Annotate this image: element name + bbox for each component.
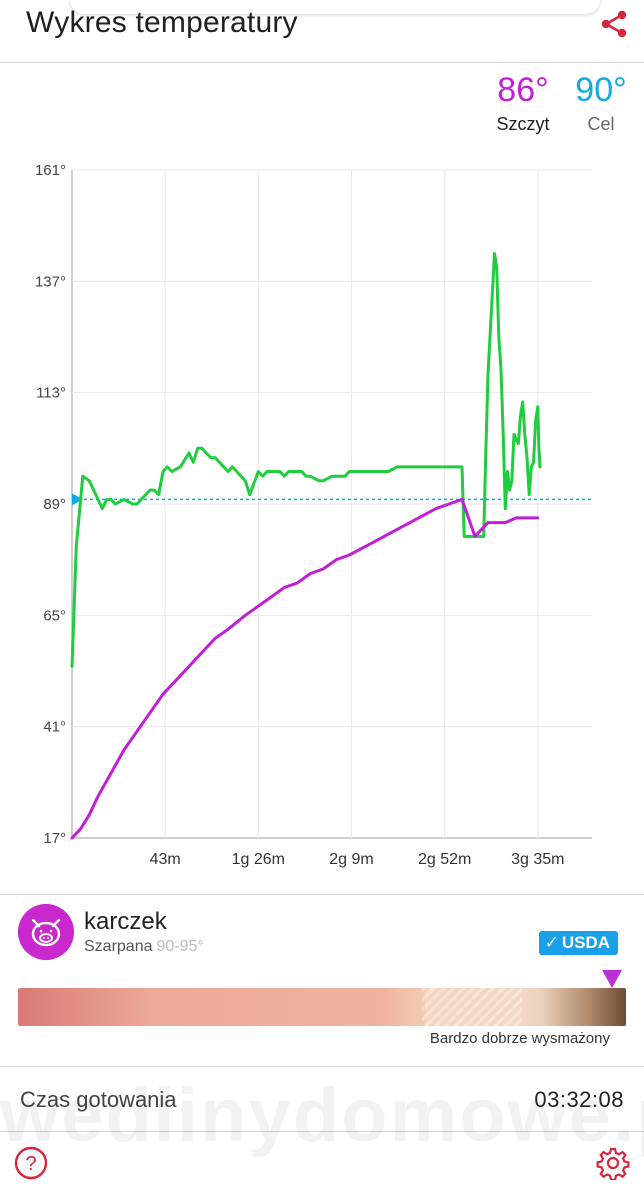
x-axis-ticks: 43m 1g 26m 2g 9m 2g 52m 3g 35m <box>150 851 565 868</box>
cook-time-value: 03:32:08 <box>534 1087 624 1112</box>
check-icon: ✓ <box>544 933 559 952</box>
temperature-chart[interactable]: 161° 137° 113° 89° 65° 41° 17° 43m 1g 26m 2g 9m 2… <box>0 150 644 880</box>
x-tick-label: 3g 35m <box>511 851 564 868</box>
temp-range: 90-95° <box>156 938 204 955</box>
meat-name[interactable]: karczek <box>84 908 167 935</box>
cook-style: Szarpana <box>84 938 153 955</box>
y-axis-ticks: 161° 137° 113° 89° 65° 41° 17° <box>35 162 66 847</box>
doneness-label: Bardzo dobrze wysmażony <box>429 1030 610 1047</box>
y-tick-label: 113° <box>36 385 66 402</box>
x-tick-label: 1g 26m <box>232 851 285 868</box>
usda-badge[interactable]: ✓ USDA <box>538 931 618 955</box>
y-tick-label: 137° <box>35 273 66 290</box>
usda-label: USDA <box>561 933 610 952</box>
y-tick-label: 161° <box>35 162 66 179</box>
peak-readout: 86° Szczyt <box>484 70 562 135</box>
y-tick-label: 41° <box>43 719 66 736</box>
meat-style: Szarpana 90-95° <box>84 938 204 956</box>
doneness-pointer-icon <box>602 970 622 988</box>
series-lines <box>70 252 542 840</box>
chart-grid <box>71 169 592 839</box>
x-tick-label: 43m <box>150 851 181 868</box>
peak-label: Szczyt <box>496 114 550 134</box>
ambient-temperature-line <box>70 252 542 668</box>
probe-temperature-line <box>70 497 540 840</box>
x-tick-label: 2g 52m <box>418 851 471 868</box>
peak-value: 86° <box>497 71 549 109</box>
y-tick-label: 65° <box>43 607 66 624</box>
gear-icon[interactable] <box>596 1146 630 1180</box>
share-icon[interactable] <box>598 8 630 40</box>
y-tick-label: 89° <box>43 496 66 513</box>
page-title: Wykres temperatury <box>26 6 298 39</box>
doneness-target-zone <box>422 988 522 1026</box>
svg-text:?: ? <box>25 1153 36 1175</box>
meat-panel: karczek Szarpana 90-95° ✓ USDA Bardzo dobr… <box>18 904 638 1054</box>
watermark: wedlinydomowe.pl <box>0 1073 644 1158</box>
cook-time-label: Czas gotowania <box>20 1087 177 1112</box>
target-value: 90° <box>575 71 627 109</box>
app-header: Wykres temperatury <box>0 0 644 63</box>
target-marker-icon <box>72 493 83 506</box>
target-label: Cel <box>587 114 615 134</box>
cook-time-row: Czas gotowania 03:32:08 <box>0 1066 644 1132</box>
x-tick-label: 2g 9m <box>329 851 373 868</box>
help-icon[interactable]: ? <box>14 1146 48 1180</box>
doneness-bar <box>18 988 626 1026</box>
pig-icon[interactable] <box>18 904 74 960</box>
y-tick-label: 17° <box>43 830 66 847</box>
target-readout[interactable]: 90° Cel <box>568 70 634 135</box>
section-divider <box>0 894 644 895</box>
top-search-bar-fragment <box>70 0 600 14</box>
